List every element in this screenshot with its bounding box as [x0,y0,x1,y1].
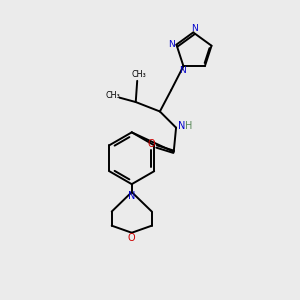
Text: CH₃: CH₃ [131,70,146,79]
Text: N: N [191,24,198,33]
Text: O: O [128,233,136,243]
Text: H: H [185,121,193,131]
Text: O: O [148,140,155,149]
Text: N: N [179,66,186,75]
Text: N: N [128,191,135,201]
Text: CH₃: CH₃ [106,91,120,100]
Text: N: N [178,121,186,131]
Text: N: N [168,40,175,49]
